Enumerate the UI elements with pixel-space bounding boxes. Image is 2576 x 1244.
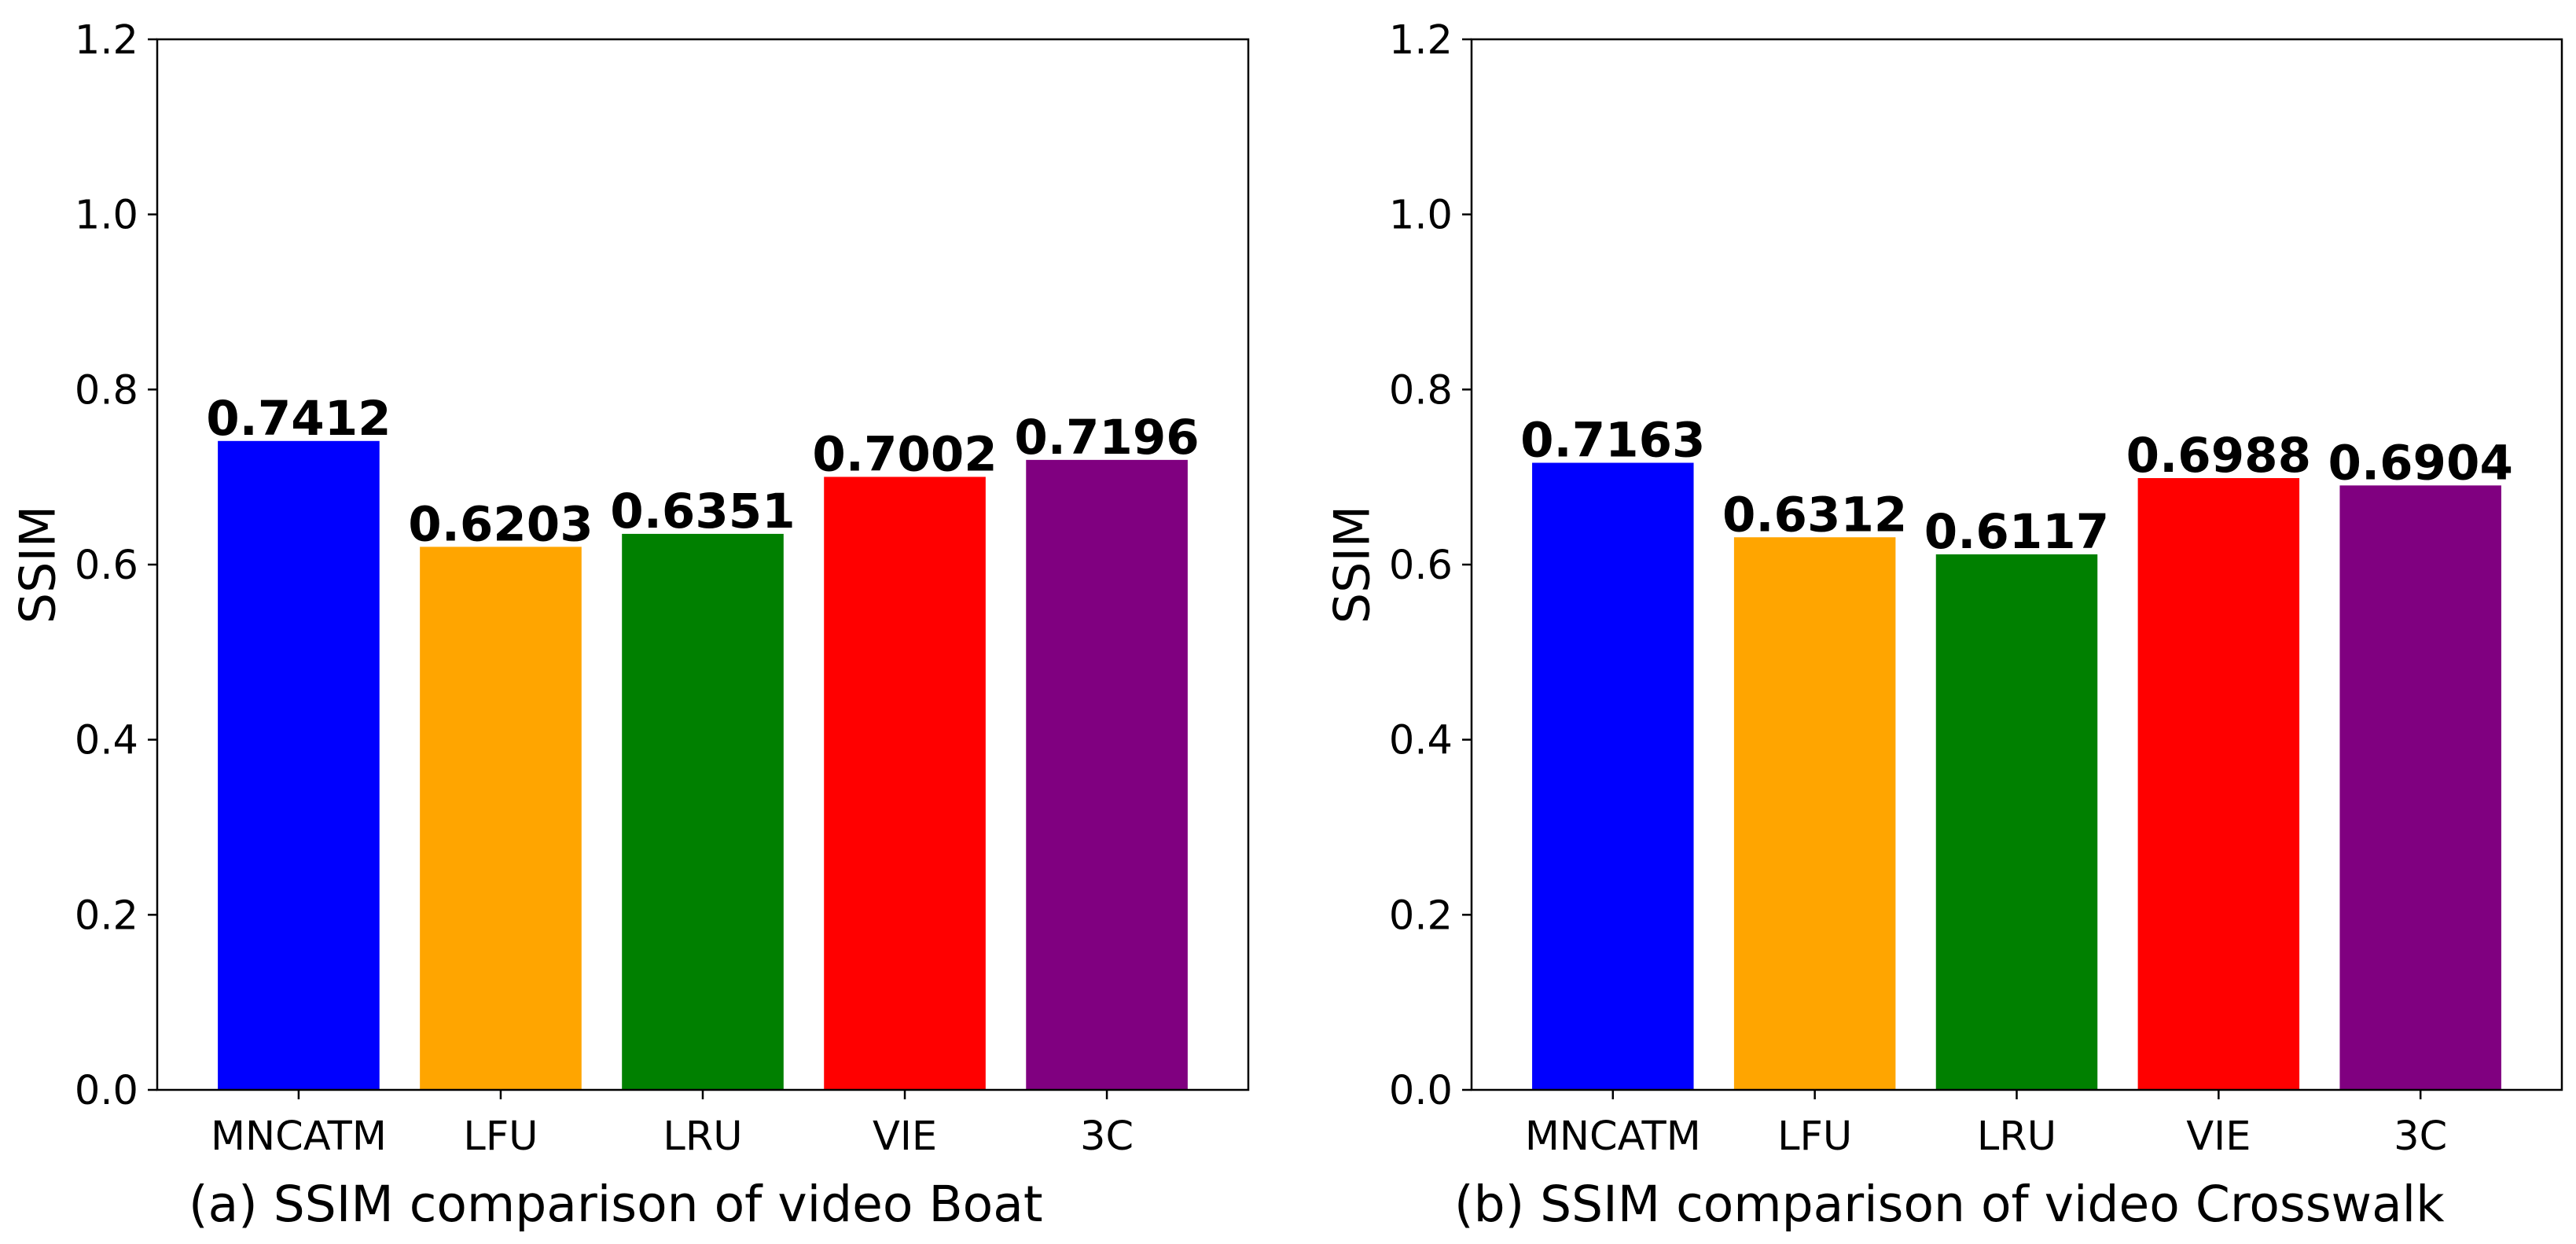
y-tick-label: 0.4: [75, 718, 138, 764]
value-label: 0.6312: [1722, 487, 1907, 543]
value-label: 0.7412: [206, 391, 391, 447]
y-tick-label: 1.0: [75, 193, 138, 239]
bar-lfu: [420, 547, 582, 1090]
y-axis-title: SSIM: [1324, 506, 1381, 624]
value-label: 0.6117: [1924, 504, 2109, 560]
y-tick-label: 0.6: [75, 543, 138, 589]
value-label: 0.6203: [408, 496, 593, 552]
y-tick-label: 0.0: [75, 1068, 138, 1114]
value-label: 0.6988: [2126, 428, 2311, 484]
x-tick-label: 3C: [2394, 1113, 2447, 1160]
bar-vie: [824, 477, 986, 1090]
x-tick-label: LRU: [663, 1113, 742, 1160]
x-tick-label: LFU: [463, 1113, 538, 1160]
y-tick-label: 0.6: [1389, 543, 1453, 589]
value-label: 0.6351: [610, 484, 795, 539]
y-tick-label: 0.0: [1389, 1068, 1453, 1114]
y-tick-label: 0.2: [75, 893, 138, 939]
x-tick-label: 3C: [1080, 1113, 1134, 1160]
y-tick-label: 0.2: [1389, 893, 1453, 939]
x-tick-label: MNCATM: [211, 1113, 387, 1160]
chart-caption: (a) SSIM comparison of video Boat: [189, 1176, 1043, 1233]
bar-lru: [622, 533, 784, 1090]
bar-mncatm: [218, 440, 380, 1090]
x-tick-label: VIE: [873, 1113, 937, 1160]
chart-caption: (b) SSIM comparison of video Crosswalk: [1454, 1176, 2445, 1233]
y-tick-label: 0.4: [1389, 718, 1453, 764]
value-label: 0.7196: [1014, 410, 1199, 466]
y-tick-label: 1.0: [1389, 193, 1453, 239]
value-label: 0.6904: [2328, 435, 2513, 491]
x-tick-label: VIE: [2186, 1113, 2251, 1160]
y-tick-label: 0.8: [1389, 367, 1453, 414]
y-tick-label: 1.2: [1389, 17, 1453, 64]
y-tick-label: 1.2: [75, 17, 138, 64]
x-tick-label: LFU: [1777, 1113, 1852, 1160]
bar-3c: [1026, 459, 1188, 1090]
bar-mncatm: [1532, 462, 1694, 1090]
bar-3c: [2339, 485, 2501, 1090]
x-tick-label: LRU: [1977, 1113, 2056, 1160]
y-axis-title: SSIM: [9, 506, 67, 624]
bar-lfu: [1733, 537, 1896, 1090]
bar-vie: [2137, 478, 2300, 1090]
chart-crosswalk: 0.0 0.2 0.4 0.6 0.8 1.0 1.2 MNCATM LFU LRU VIE 3C 0.…: [1324, 17, 2563, 1233]
bar-lru: [1935, 554, 2098, 1090]
chart-boat: 0.0 0.2 0.4 0.6 0.8 1.0 1.2 MNCATM LFU LRU VIE 3C 0.…: [9, 17, 1250, 1233]
value-label: 0.7002: [812, 426, 997, 482]
x-tick-label: MNCATM: [1525, 1113, 1701, 1160]
y-tick-label: 0.8: [75, 367, 138, 414]
value-label: 0.7163: [1520, 413, 1705, 469]
